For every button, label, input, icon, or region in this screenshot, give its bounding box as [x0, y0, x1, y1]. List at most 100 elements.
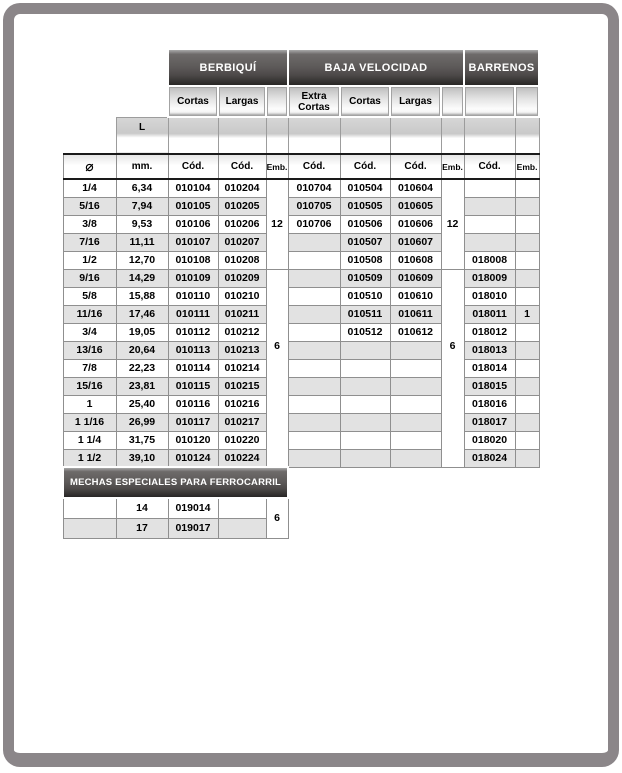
- table-row: 15/16 23,81 010115 010215 018015: [62, 376, 540, 396]
- cell-mm: 15,88: [115, 286, 169, 306]
- cell-code: [389, 394, 442, 414]
- cell-code: 018016: [463, 394, 516, 414]
- subheader-berbiqui-cortas: Cortas: [167, 85, 219, 118]
- cell-emb: [514, 412, 540, 432]
- column-header-cod: Cód.: [339, 153, 391, 180]
- cell-emb: [514, 448, 540, 468]
- cell-fraction: 1 1/2: [62, 448, 117, 468]
- cell-fraction: 9/16: [62, 268, 117, 288]
- cell-fraction: 15/16: [62, 376, 117, 396]
- cell-mm: 11,11: [115, 232, 169, 252]
- cell-fraction: 1 1/16: [62, 412, 117, 432]
- ferrocarril-spacer: [288, 467, 539, 498]
- cell-code: 010112: [167, 322, 219, 342]
- cell-code: 010110: [167, 286, 219, 306]
- column-header-cod: Cód.: [287, 153, 341, 180]
- table-row: 1/2 12,70 010108 010208 010508 010608 018008: [62, 250, 540, 270]
- cell-code: [463, 178, 516, 198]
- column-header-row: ⌀ mm. Cód. Cód. Emb. Cód. Cód. Cód. Emb.…: [62, 153, 540, 180]
- cell-code: 010104: [167, 178, 219, 198]
- table-row: 5/8 15,88 010110 010210 010510 010610 018010: [62, 286, 540, 306]
- subheader-bv-cortas: Cortas: [339, 85, 392, 118]
- cell-code: [339, 394, 391, 414]
- cell-code: 018020: [463, 430, 516, 450]
- cell-code: [339, 358, 391, 378]
- cell-mm: 25,40: [115, 394, 169, 414]
- cell-code: 010107: [167, 232, 219, 252]
- cell-mm: 39,10: [115, 448, 169, 468]
- cell-fraction: 3/8: [62, 214, 117, 234]
- length-row-spacer: [63, 117, 116, 154]
- cell-code: 010124: [167, 448, 219, 468]
- cell-code: [389, 376, 442, 396]
- cell-fraction: 1 1/4: [62, 430, 117, 450]
- ferrocarril-row: 14 019014 6: [62, 497, 539, 539]
- table-row: 1/4 6,34 010104 010204 12 010704 010504 010604 1…: [62, 178, 540, 270]
- cell-code: 010610: [389, 286, 442, 306]
- cell-code: [217, 497, 267, 519]
- table-row: 3/4 19,05 010112 010212 010512 010612 018012: [62, 322, 540, 342]
- cell-fraction: 7/16: [62, 232, 117, 252]
- column-header-mm: mm.: [115, 153, 169, 180]
- cell-code: 010213: [217, 340, 267, 360]
- cell-code: 010114: [167, 358, 219, 378]
- cell-code: 010211: [217, 304, 267, 324]
- length-cell: [265, 116, 289, 155]
- cell-code: 018012: [463, 322, 516, 342]
- cell-code: [287, 268, 341, 288]
- table-row: 9/16 14,29 010109 010209 6 010509 010609 6 01800…: [62, 268, 540, 468]
- cell-code: 018015: [463, 376, 516, 396]
- cell-code: 010704: [287, 178, 341, 198]
- length-cell: [167, 116, 219, 155]
- cell-mm: 17: [115, 517, 169, 539]
- subheader-emb-blank: [264, 85, 290, 118]
- ferrocarril-spacer: [288, 498, 539, 518]
- cell-code: 010108: [167, 250, 219, 270]
- cell-code: [339, 430, 391, 450]
- length-row: L: [63, 116, 540, 155]
- cell-fraction: 5/8: [62, 286, 117, 306]
- cell-code: [287, 376, 341, 396]
- cell-emb: [514, 286, 540, 306]
- length-cell: [339, 116, 391, 155]
- cell-code: 018010: [463, 286, 516, 306]
- cell-mm: 14,29: [115, 268, 169, 288]
- cell-code: [287, 412, 341, 432]
- cell-emb-merged: 6: [265, 268, 289, 468]
- cell-code: [287, 304, 341, 324]
- table-row: 1 1/16 26,99 010117 010217 018017: [62, 412, 540, 432]
- cell-code: 010509: [339, 268, 391, 288]
- cell-code: 010607: [389, 232, 442, 252]
- cell-emb: [514, 376, 540, 396]
- cell-code: 018009: [463, 268, 516, 288]
- table-row: 5/16 7,94 010105 010205 010705 010505 010605: [62, 196, 540, 216]
- cell-code: [389, 430, 442, 450]
- cell-code: [389, 448, 442, 468]
- cell-code: [287, 430, 341, 450]
- cell-code: 010216: [217, 394, 267, 414]
- cell-emb: [514, 214, 540, 234]
- cell-code: [287, 358, 341, 378]
- column-header-cod: Cód.: [389, 153, 442, 180]
- length-cell: [514, 116, 540, 155]
- length-cell: [440, 116, 465, 155]
- cell-mm: 23,81: [115, 376, 169, 396]
- cell-fraction: 3/4: [62, 322, 117, 342]
- cell-mm: 26,99: [115, 412, 169, 432]
- ferrocarril-title: MECHAS ESPECIALES PARA FERROCARRIL: [61, 466, 290, 499]
- cell-code: 010215: [217, 376, 267, 396]
- column-header-cod: Cód.: [463, 153, 516, 180]
- cell-code: 010115: [167, 376, 219, 396]
- cell-code: 010609: [389, 268, 442, 288]
- column-header-emb: Emb.: [440, 153, 465, 180]
- cell-code: 010510: [339, 286, 391, 306]
- cell-code: 010612: [389, 322, 442, 342]
- cell-code: 010214: [217, 358, 267, 378]
- subheader-barrenos-blank: [463, 85, 517, 118]
- cell-code: 010608: [389, 250, 442, 270]
- ferrocarril-section: MECHAS ESPECIALES PARA FERROCARRIL 14 01…: [61, 466, 539, 539]
- cell-code: 010116: [167, 394, 219, 414]
- cell-code: [287, 340, 341, 360]
- cell-code: 010220: [217, 430, 267, 450]
- cell-code: 010508: [339, 250, 391, 270]
